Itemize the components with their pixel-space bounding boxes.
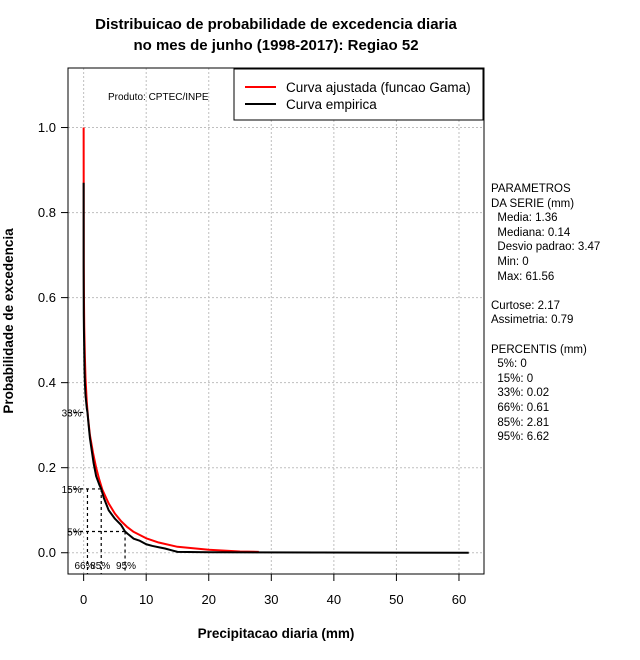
- y-axis-label: Probabilidade de excedencia: [1, 228, 16, 414]
- chart-title-line-1: Distribuicao de probabilidade de exceden…: [95, 16, 457, 33]
- stat-line: DA SERIE (mm): [491, 197, 575, 210]
- fitted-gamma-curve: [82, 127, 259, 553]
- stat-line: [491, 328, 600, 343]
- y-tick-label: 0.6: [38, 290, 56, 305]
- x-axis: 0 10 20 30 40 50 60: [80, 573, 466, 607]
- grid: [68, 68, 484, 574]
- x-axis-label: Precipitacao diaria (mm): [198, 626, 355, 641]
- stat-line: Assimetria: 0.79: [491, 314, 574, 327]
- stat-line: Mediana: 0.14: [491, 226, 571, 239]
- y-tick-label: 1.0: [38, 120, 56, 135]
- stat-line: Curtose: 2.17: [491, 299, 561, 312]
- stat-line: Max: 61.56: [491, 270, 555, 283]
- percentile-guide-label: 33%: [62, 408, 82, 419]
- stat-line: 85%: 2.81: [491, 416, 550, 429]
- x-tick-label: 40: [327, 592, 341, 607]
- y-tick-label: 0.8: [38, 205, 56, 220]
- percentile-marker-label: 66%: [74, 561, 94, 572]
- stat-line: Desvio padrao: 3.47: [491, 241, 601, 254]
- stat-line: 66%: 0.61: [491, 401, 550, 414]
- statistics-panel: PARAMETROS DA SERIE (mm) Media: 1.36 Medi…: [491, 182, 600, 445]
- stat-line: 15%: 0: [491, 372, 534, 385]
- stat-line: [491, 284, 600, 299]
- stat-line: 33%: 0.02: [491, 387, 550, 400]
- y-tick-label: 0.0: [38, 545, 56, 560]
- legend-label-fitted: Curva ajustada (funcao Gama): [286, 80, 471, 95]
- x-tick-label: 0: [80, 592, 87, 607]
- x-tick-label: 50: [389, 592, 403, 607]
- percentile-guide-label: 15%: [62, 485, 82, 496]
- stat-line: PARAMETROS: [491, 183, 571, 195]
- legend-box: [233, 68, 484, 121]
- stat-line: Media: 1.36: [491, 212, 558, 225]
- x-tick-label: 30: [264, 592, 278, 607]
- x-tick-label: 60: [452, 592, 466, 607]
- product-label: Produto: CPTEC/INPE: [108, 92, 209, 103]
- stat-line: 5%: 0: [491, 358, 527, 371]
- y-tick-label: 0.4: [38, 375, 56, 390]
- percentile-marker-label: 95%: [116, 561, 136, 572]
- x-tick-label: 10: [139, 592, 153, 607]
- data-series: [82, 127, 469, 554]
- y-axis: 0.0 0.2 0.4 0.6 0.8 1.0: [38, 120, 68, 560]
- chart-title-line-2: no mes de junho (1998-2017): Regiao 52: [133, 37, 418, 54]
- stat-line: Min: 0: [491, 255, 529, 268]
- y-tick-label: 0.2: [38, 460, 56, 475]
- legend: Curva ajustada (funcao Gama) Curva empir…: [233, 68, 484, 121]
- percentile-guide-label: 5%: [67, 527, 82, 538]
- percentile-marker-label: 85%: [90, 561, 110, 572]
- x-tick-label: 20: [202, 592, 216, 607]
- plot-frame: [67, 67, 485, 575]
- legend-label-empirical: Curva empirica: [286, 97, 377, 112]
- percentile-guides: 33% 15% 5% 66%85% 95%: [62, 408, 136, 574]
- stat-line: 95%: 6.62: [491, 431, 550, 444]
- stat-line: PERCENTIS (mm): [491, 343, 587, 356]
- empirical-curve: [82, 182, 469, 554]
